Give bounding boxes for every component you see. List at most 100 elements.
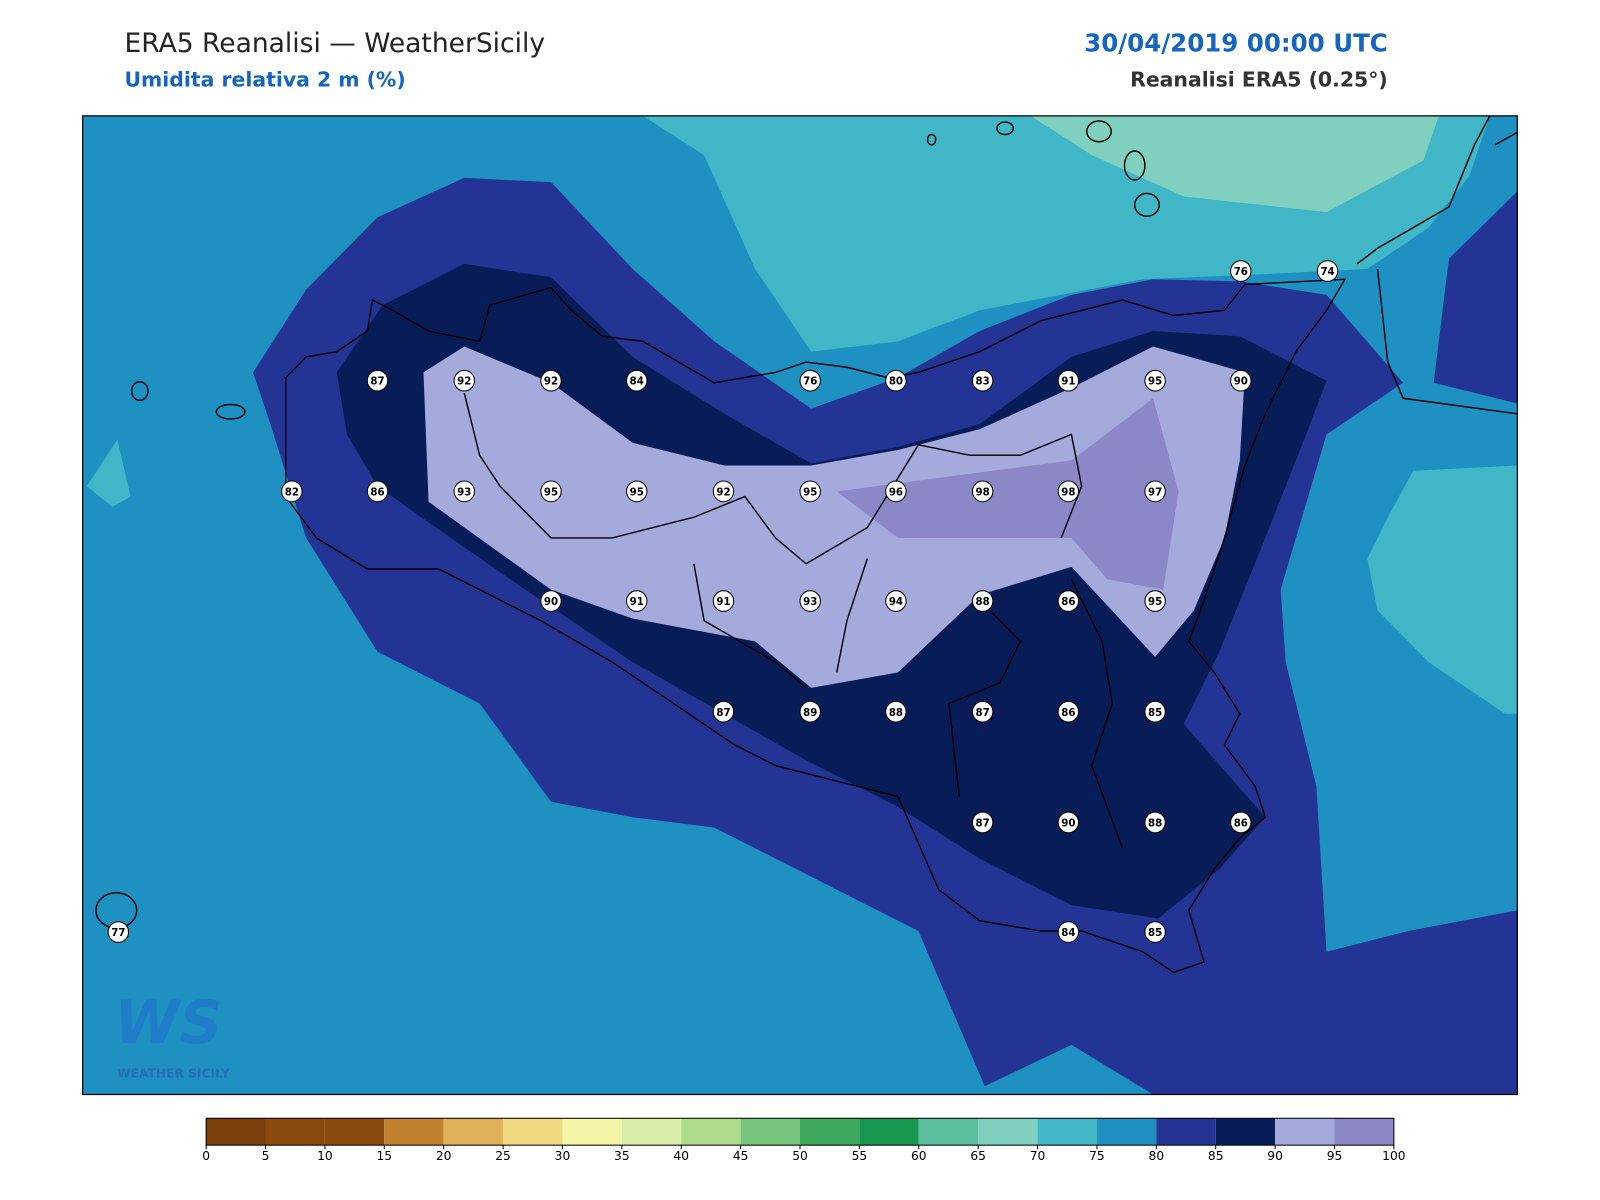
station-marker — [1057, 700, 1080, 723]
station-value: 90 — [1061, 817, 1075, 829]
colorbar-bin — [503, 1118, 563, 1146]
station-marker — [971, 590, 994, 612]
station-value: 83 — [976, 376, 990, 388]
station-value: 86 — [1234, 817, 1248, 829]
station-value: 93 — [803, 596, 817, 608]
station-value: 91 — [630, 596, 644, 608]
title: ERA5 Reanalisi — WeatherSicily — [124, 28, 545, 59]
station-value: 92 — [716, 486, 730, 498]
station-value: 80 — [889, 376, 903, 388]
station-marker — [107, 921, 130, 943]
colorbar-bin — [206, 1118, 266, 1146]
contour — [1433, 191, 1518, 404]
station-marker — [971, 369, 994, 392]
station-marker — [1057, 811, 1080, 834]
colorbar-tick-label: 45 — [733, 1149, 749, 1163]
colorbar-bin — [1037, 1118, 1097, 1146]
station-marker — [1230, 369, 1252, 392]
station-marker — [1057, 480, 1080, 503]
station-value: 95 — [1148, 596, 1162, 608]
station-marker — [1144, 590, 1166, 612]
station-value: 91 — [1061, 376, 1075, 388]
station-value: 92 — [457, 376, 471, 388]
colorbar-bin — [1156, 1118, 1216, 1146]
station-marker — [799, 700, 821, 723]
station-value: 87 — [976, 817, 990, 829]
colorbar-bin — [265, 1118, 325, 1146]
station-value: 77 — [111, 927, 125, 939]
station-value: 95 — [630, 486, 644, 498]
province-border — [463, 392, 1124, 849]
station-value: 89 — [803, 707, 817, 719]
station-value: 85 — [1148, 927, 1162, 939]
station-marker — [971, 700, 994, 723]
station-value: 97 — [1148, 486, 1162, 498]
station-marker — [1230, 260, 1252, 282]
station-marker — [626, 480, 648, 503]
colorbar-tick-label: 70 — [1030, 1149, 1046, 1163]
island — [215, 403, 246, 420]
station-value: 90 — [1234, 376, 1248, 388]
station-value: 98 — [1061, 486, 1075, 498]
subtitle: Umidita relativa 2 m (%) — [124, 68, 405, 92]
station-marker — [1057, 921, 1080, 943]
colorbar-tick-label: 0 — [202, 1149, 210, 1163]
station-marker — [1057, 369, 1080, 392]
station-marker — [540, 590, 562, 612]
colorbar-bin — [681, 1118, 741, 1146]
station-marker — [885, 480, 907, 503]
station-marker — [712, 590, 735, 612]
colorbar-tick-label: 80 — [1149, 1149, 1165, 1163]
colorbar-tick-label: 20 — [436, 1149, 452, 1163]
station-value: 88 — [976, 596, 990, 608]
station-marker — [626, 590, 648, 612]
station-marker — [971, 480, 994, 503]
station-marker — [1230, 811, 1252, 834]
station-value: 95 — [544, 486, 558, 498]
station-marker — [453, 480, 475, 503]
logo-caption: WEATHER SICILY — [117, 1066, 231, 1080]
station-marker — [885, 700, 907, 723]
colorbar-tick-label: 85 — [1208, 1149, 1224, 1163]
colorbar-bin — [800, 1118, 860, 1146]
station-marker — [712, 700, 735, 723]
station-value: 87 — [370, 376, 384, 388]
colorbar-bin — [1215, 1118, 1276, 1146]
station-marker — [1057, 590, 1080, 612]
station-marker — [799, 480, 821, 503]
station-marker — [971, 811, 994, 834]
station-value: 85 — [1148, 707, 1162, 719]
colorbar: 0 5 10 15 20 25 30 35 40 45 50 55 60 65 70 75 80 85 90 95 10… — [202, 1117, 1406, 1163]
colorbar-tick-label: 65 — [970, 1149, 986, 1163]
station-marker — [1144, 369, 1166, 392]
island — [1133, 192, 1160, 217]
colorbar-tick-label: 15 — [377, 1149, 393, 1163]
colorbar-bin — [621, 1118, 682, 1146]
map: 76 74 87 92 92 84 76 80 83 91 95 90 82 86 93 95 95 92 95 96… — [82, 115, 1518, 1095]
coastline — [285, 278, 1347, 974]
colorbar-tick-label: 10 — [317, 1149, 333, 1163]
colorbar-tick-label: 30 — [555, 1149, 571, 1163]
station-value: 98 — [976, 486, 990, 498]
logo-mark: WS — [114, 989, 222, 1058]
station-value: 96 — [889, 486, 903, 498]
station-marker — [1144, 811, 1166, 834]
colorbar-tick-label: 100 — [1382, 1149, 1406, 1163]
station-value: 91 — [716, 596, 730, 608]
station-marker — [281, 480, 303, 503]
colorbar-bin — [1096, 1118, 1157, 1146]
contour — [836, 398, 1179, 590]
station-marker — [1316, 260, 1339, 282]
station-value: 82 — [285, 486, 299, 498]
station-value: 86 — [370, 486, 384, 498]
date: 30/04/2019 00:00 UTC — [1084, 28, 1388, 57]
contour — [1367, 465, 1518, 714]
station-marker — [366, 480, 389, 503]
contour — [1030, 115, 1439, 213]
station-value: 74 — [1320, 266, 1334, 278]
colorbar-tick-label: 75 — [1089, 1149, 1105, 1163]
map-frame — [82, 115, 1518, 1096]
station-value: 84 — [630, 376, 644, 388]
colorbar-tick-label: 25 — [495, 1149, 511, 1163]
